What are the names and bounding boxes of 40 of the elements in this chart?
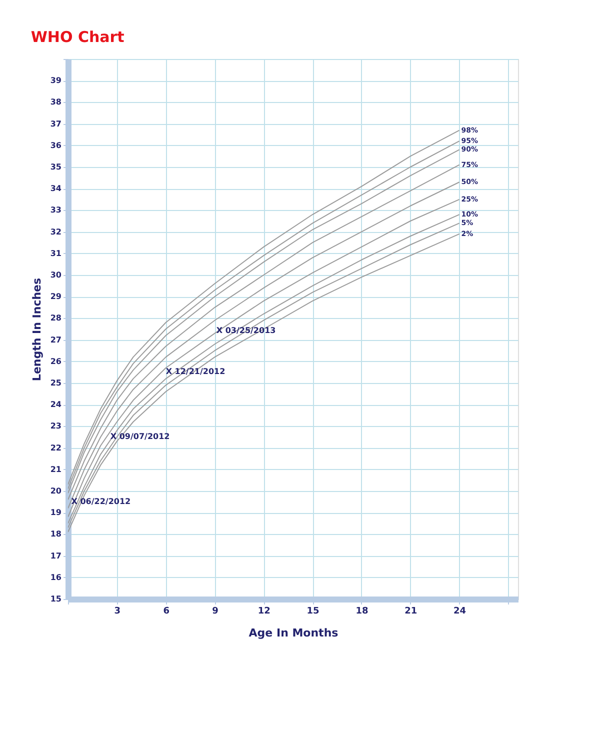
y-axis-title: Length In Inches (30, 277, 44, 382)
chart-title: WHO Chart (30, 28, 124, 46)
y-tick-label: 21 (50, 464, 62, 474)
y-tick-label: 22 (50, 443, 62, 452)
x-tick-label: 15 (306, 606, 320, 616)
y-tick-label: 20 (50, 486, 62, 496)
y-tick-label: 28 (50, 314, 62, 323)
y-tick-label: 36 (50, 140, 62, 150)
y-tick-label: 30 (50, 270, 62, 280)
x-tick-label: 3 (114, 606, 121, 616)
x-tick-label: 12 (258, 606, 270, 616)
y-tick-label: 27 (50, 335, 62, 344)
y-tick-label: 24 (50, 400, 62, 410)
y-tick-label: 37 (50, 119, 62, 128)
y-tick-label: 18 (50, 530, 62, 539)
y-tick-label: 34 (50, 184, 62, 194)
y-tick-label: 33 (50, 206, 62, 215)
x-tick-label: 9 (212, 606, 218, 616)
y-tick-label: 25 (50, 378, 62, 388)
y-tick-label: 38 (50, 98, 62, 107)
y-tick-label: 15 (50, 594, 62, 604)
y-tick-label: 35 (50, 162, 62, 172)
y-tick-label: 19 (50, 508, 62, 518)
y-tick-label: 23 (50, 422, 62, 431)
annotation: X 09/07/2012 (110, 432, 170, 441)
y-tick-label: 16 (50, 572, 62, 582)
x-tick-label: 24 (454, 606, 466, 616)
y-tick-label: 32 (50, 227, 62, 236)
y-tick-label: 26 (50, 356, 62, 366)
x-tick-label: 6 (163, 606, 170, 616)
annotation: X 06/22/2012 (71, 496, 131, 506)
y-tick-label: 39 (50, 76, 62, 86)
x-axis-title: Age In Months (248, 626, 339, 640)
x-tick-label: 18 (356, 606, 368, 616)
annotation: X 03/25/2013 (216, 326, 276, 336)
y-tick-label: 29 (50, 292, 62, 302)
y-tick-label: 31 (50, 248, 62, 258)
y-tick-label: 17 (50, 551, 62, 560)
annotation: X 12/21/2012 (166, 367, 226, 376)
x-tick-label: 21 (404, 606, 418, 616)
